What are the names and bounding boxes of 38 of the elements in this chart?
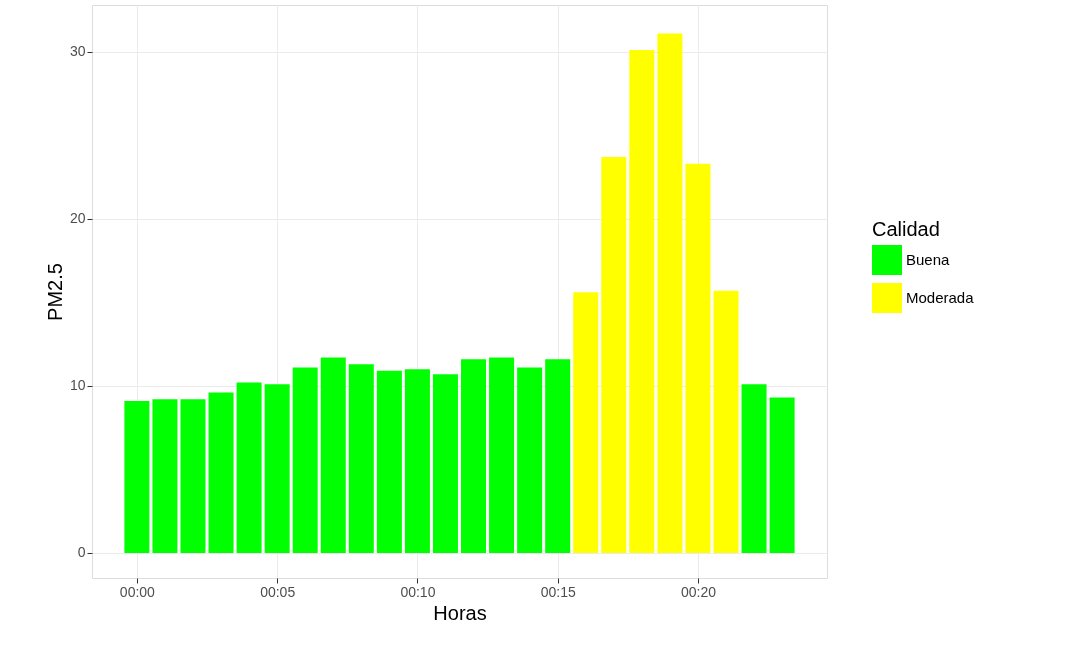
y-tick-label: 20 (69, 210, 86, 227)
bar (124, 400, 150, 553)
legend-label: Buena (906, 251, 951, 268)
bar (236, 382, 262, 553)
bar (348, 364, 374, 553)
x-tick-label: 00:15 (540, 583, 576, 600)
bar (545, 359, 571, 553)
legend-label: Moderada (906, 289, 975, 306)
bar (180, 399, 206, 553)
y-tick-label: 0 (77, 544, 86, 561)
x-axis-title: Horas (433, 601, 487, 624)
bar (713, 290, 739, 553)
bar (208, 392, 234, 553)
bar (292, 367, 318, 553)
bar (573, 292, 599, 553)
bar (629, 50, 655, 553)
y-tick-label: 30 (69, 43, 86, 60)
bar (152, 399, 178, 553)
bar (769, 397, 795, 553)
bar (517, 367, 543, 553)
bar (489, 357, 515, 553)
bar (461, 359, 487, 553)
x-tick-label: 00:05 (260, 583, 296, 600)
bar (685, 163, 711, 553)
bar (601, 157, 627, 553)
bar (320, 357, 346, 553)
bar (264, 384, 290, 553)
bar (432, 374, 458, 553)
x-tick-label: 00:20 (680, 583, 717, 600)
y-tick-label: 10 (69, 377, 86, 394)
legend-title: Calidad (872, 218, 940, 240)
x-tick-label: 00:00 (119, 583, 156, 600)
bar (404, 369, 430, 553)
bar (741, 384, 767, 553)
y-axis-title: PM2.5 (43, 263, 66, 321)
bar (657, 33, 683, 553)
bar (376, 370, 402, 553)
x-tick-label: 00:10 (400, 583, 436, 600)
